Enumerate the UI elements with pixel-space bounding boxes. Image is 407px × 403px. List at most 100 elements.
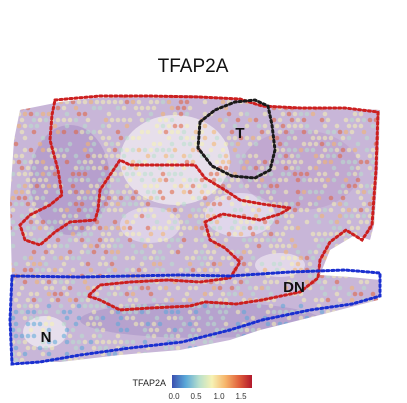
spot	[337, 189, 343, 195]
spot	[55, 237, 61, 243]
spot	[370, 351, 376, 357]
spot	[94, 315, 100, 321]
spot	[79, 189, 85, 195]
spot	[178, 243, 184, 249]
spot	[322, 315, 328, 321]
spot	[10, 195, 16, 201]
spot	[358, 219, 364, 225]
spot	[235, 333, 241, 339]
spot	[187, 105, 193, 111]
spot	[118, 315, 124, 321]
spot	[379, 177, 380, 183]
spot	[19, 165, 25, 171]
spot	[124, 255, 130, 261]
spot	[31, 309, 37, 315]
spot	[151, 225, 157, 231]
spot	[13, 297, 19, 303]
spot	[91, 345, 97, 351]
spot	[16, 183, 22, 189]
spot	[46, 183, 52, 189]
spot	[124, 339, 130, 345]
spot	[217, 117, 223, 123]
spot	[145, 285, 151, 291]
spot	[157, 225, 163, 231]
spot	[130, 243, 136, 249]
spot	[136, 267, 142, 273]
spot	[175, 345, 181, 351]
spot	[367, 117, 373, 123]
spot	[325, 321, 331, 327]
spot	[268, 171, 274, 177]
spot	[184, 135, 190, 141]
spot	[262, 351, 268, 357]
spot	[109, 141, 115, 147]
spot	[358, 195, 364, 201]
spot	[196, 315, 202, 321]
spot	[349, 261, 355, 267]
spot	[103, 237, 109, 243]
spot	[316, 327, 322, 333]
spot	[361, 333, 367, 339]
spot	[358, 291, 364, 297]
spot	[106, 243, 112, 249]
spot	[52, 123, 58, 129]
spot	[193, 285, 199, 291]
spot	[328, 147, 334, 153]
spot	[316, 231, 322, 237]
spot	[307, 129, 313, 135]
spot	[223, 297, 229, 303]
spot	[157, 189, 163, 195]
spot	[217, 153, 223, 159]
spot	[130, 303, 136, 309]
spot	[115, 321, 121, 327]
spot	[175, 333, 181, 339]
spot	[79, 225, 85, 231]
spot	[250, 255, 256, 261]
spot	[367, 333, 373, 339]
spot	[268, 303, 274, 309]
spot	[355, 309, 361, 315]
spot	[13, 153, 19, 159]
spot	[352, 291, 358, 297]
spot	[328, 207, 334, 213]
spot	[22, 315, 28, 321]
spot	[115, 201, 121, 207]
spot	[46, 327, 52, 333]
spot	[115, 129, 121, 135]
spot	[46, 303, 52, 309]
spot	[10, 177, 13, 183]
spot	[43, 345, 49, 351]
spot	[259, 225, 265, 231]
spot	[172, 111, 178, 117]
spot	[379, 357, 380, 362]
spot	[178, 351, 184, 357]
spot	[280, 123, 286, 129]
spot	[121, 153, 127, 159]
spot	[130, 219, 136, 225]
spot	[376, 339, 380, 345]
spot	[316, 339, 322, 345]
spot	[193, 345, 199, 351]
spot	[82, 291, 88, 297]
spot	[220, 351, 226, 357]
spot	[148, 147, 154, 153]
spot	[175, 309, 181, 315]
spot	[154, 195, 160, 201]
spot	[244, 135, 250, 141]
spot	[178, 171, 184, 177]
spot	[232, 291, 238, 297]
spot	[118, 99, 124, 105]
spot	[244, 111, 250, 117]
spot	[271, 261, 277, 267]
spot	[97, 225, 103, 231]
spot	[199, 177, 205, 183]
spot	[37, 177, 43, 183]
spot	[118, 231, 124, 237]
spot	[76, 207, 82, 213]
spot	[196, 327, 202, 333]
spot	[91, 309, 97, 315]
spot	[217, 189, 223, 195]
spot	[106, 339, 112, 345]
spot	[148, 231, 154, 237]
spot	[364, 135, 370, 141]
